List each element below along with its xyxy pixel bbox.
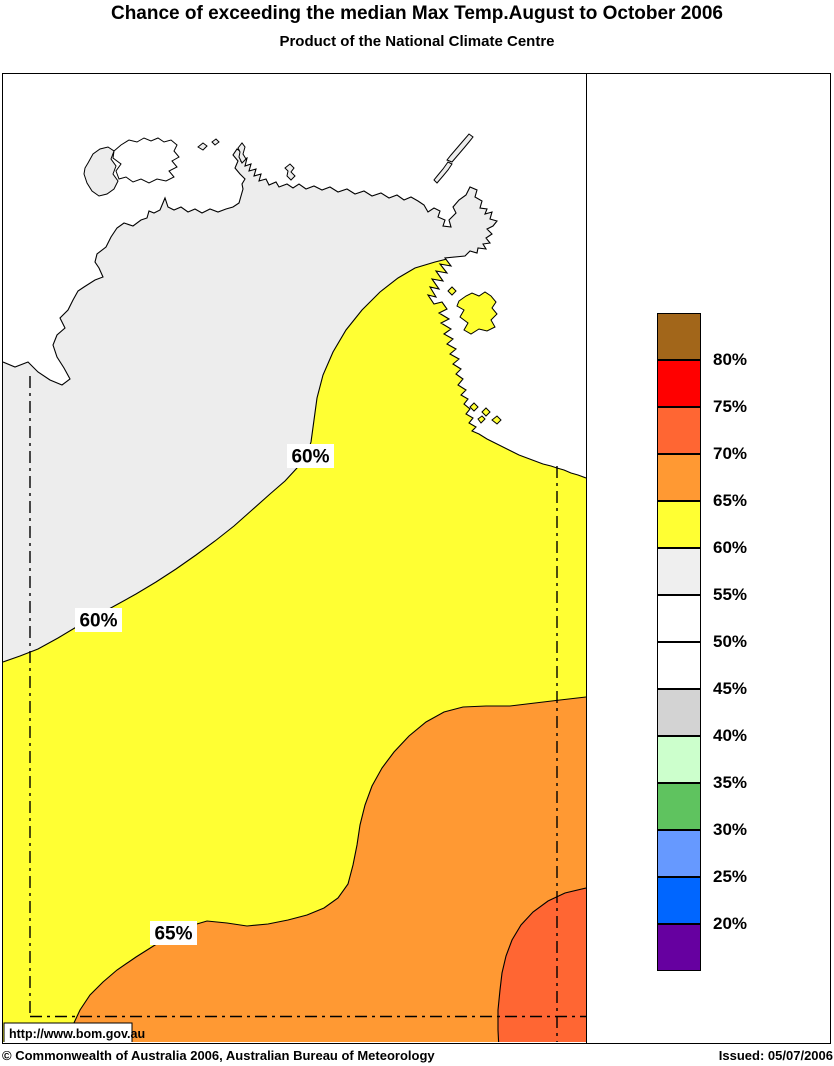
contour-label-65-text: 65% xyxy=(154,924,192,945)
legend-box-60-65 xyxy=(657,501,701,548)
legend-label-60: 60% xyxy=(713,538,748,557)
legend-box-20-25 xyxy=(657,877,701,924)
url-badge: http://www.bom.gov.au xyxy=(3,1022,145,1042)
legend-label-65: 65% xyxy=(713,491,748,510)
page-subtitle: Product of the National Climate Centre xyxy=(279,33,555,50)
legend-box-50-55 xyxy=(657,595,701,642)
contour-label-60-upper: 60% xyxy=(287,444,334,468)
band-65-70 xyxy=(66,697,586,1042)
legend-label-55: 55% xyxy=(713,585,748,604)
legend-box-under-20 xyxy=(657,924,701,971)
island-pellew-2 xyxy=(481,407,491,417)
contour-line-65 xyxy=(65,696,586,1042)
map-canvas: 60% 60% 65% http://www.bom.gov.au xyxy=(3,74,586,1042)
islet-north-1 xyxy=(197,142,208,151)
page-title: Chance of exceeding the median Max Temp.… xyxy=(110,3,723,24)
island-pellew-4 xyxy=(477,415,486,424)
legend-label-50: 50% xyxy=(713,632,748,651)
contour-label-60-lower: 60% xyxy=(75,608,122,632)
legend-box-70-75 xyxy=(657,407,701,454)
legend-label-20: 20% xyxy=(713,914,748,933)
islet-north-2 xyxy=(211,138,220,146)
legend-box-35-40 xyxy=(657,736,701,783)
url-badge-text: http://www.bom.gov.au xyxy=(9,1027,145,1041)
copyright-text: © Commonwealth of Australia 2006, Austra… xyxy=(2,1048,435,1063)
band-70-75 xyxy=(498,888,586,1042)
legend-box-30-35 xyxy=(657,783,701,830)
island-wessel-1 xyxy=(433,161,453,184)
legend-label-40: 40% xyxy=(713,726,748,745)
legend-box-55-60 xyxy=(657,548,701,595)
legend-label-70: 70% xyxy=(713,444,748,463)
map-frame: 60% 60% 65% http://www.bom.gov.au xyxy=(2,73,831,1044)
island-croker xyxy=(237,142,247,164)
legend-label-45: 45% xyxy=(713,679,748,698)
contour-label-60-lower-text: 60% xyxy=(79,611,117,632)
issued-date: Issued: 05/07/2006 xyxy=(718,1048,833,1063)
legend-label-75: 75% xyxy=(713,397,748,416)
legend-box-25-30 xyxy=(657,830,701,877)
legend-box-65-70 xyxy=(657,454,701,501)
legend-label-35: 35% xyxy=(713,773,748,792)
island-wessel-2 xyxy=(446,133,474,163)
legend-label-80: 80% xyxy=(713,350,748,369)
island-groote-eylandt xyxy=(456,291,498,335)
island-bickerton xyxy=(447,286,457,296)
legend-box-45-50 xyxy=(657,642,701,689)
island-bathurst xyxy=(83,146,119,197)
contour-line-70 xyxy=(497,887,586,1042)
contour-label-60-upper-text: 60% xyxy=(291,447,329,468)
legend-box-80-plus xyxy=(657,313,701,360)
legend: 80% 75% 70% 65% 60% 55% 50% 45% 40% 35% … xyxy=(586,74,830,1043)
legend-box-75-80 xyxy=(657,360,701,407)
island-melville xyxy=(112,137,180,184)
contour-map: 60% 60% 65% http://www.bom.gov.au xyxy=(3,74,586,1042)
coastline xyxy=(3,148,586,479)
island-pellew-3 xyxy=(491,415,502,425)
legend-label-30: 30% xyxy=(713,820,748,839)
legend-label-25: 25% xyxy=(713,867,748,886)
island-goulburn xyxy=(284,163,296,181)
contour-label-65: 65% xyxy=(150,921,197,945)
legend-box-40-45 xyxy=(657,689,701,736)
island-pellew-1 xyxy=(469,402,479,412)
